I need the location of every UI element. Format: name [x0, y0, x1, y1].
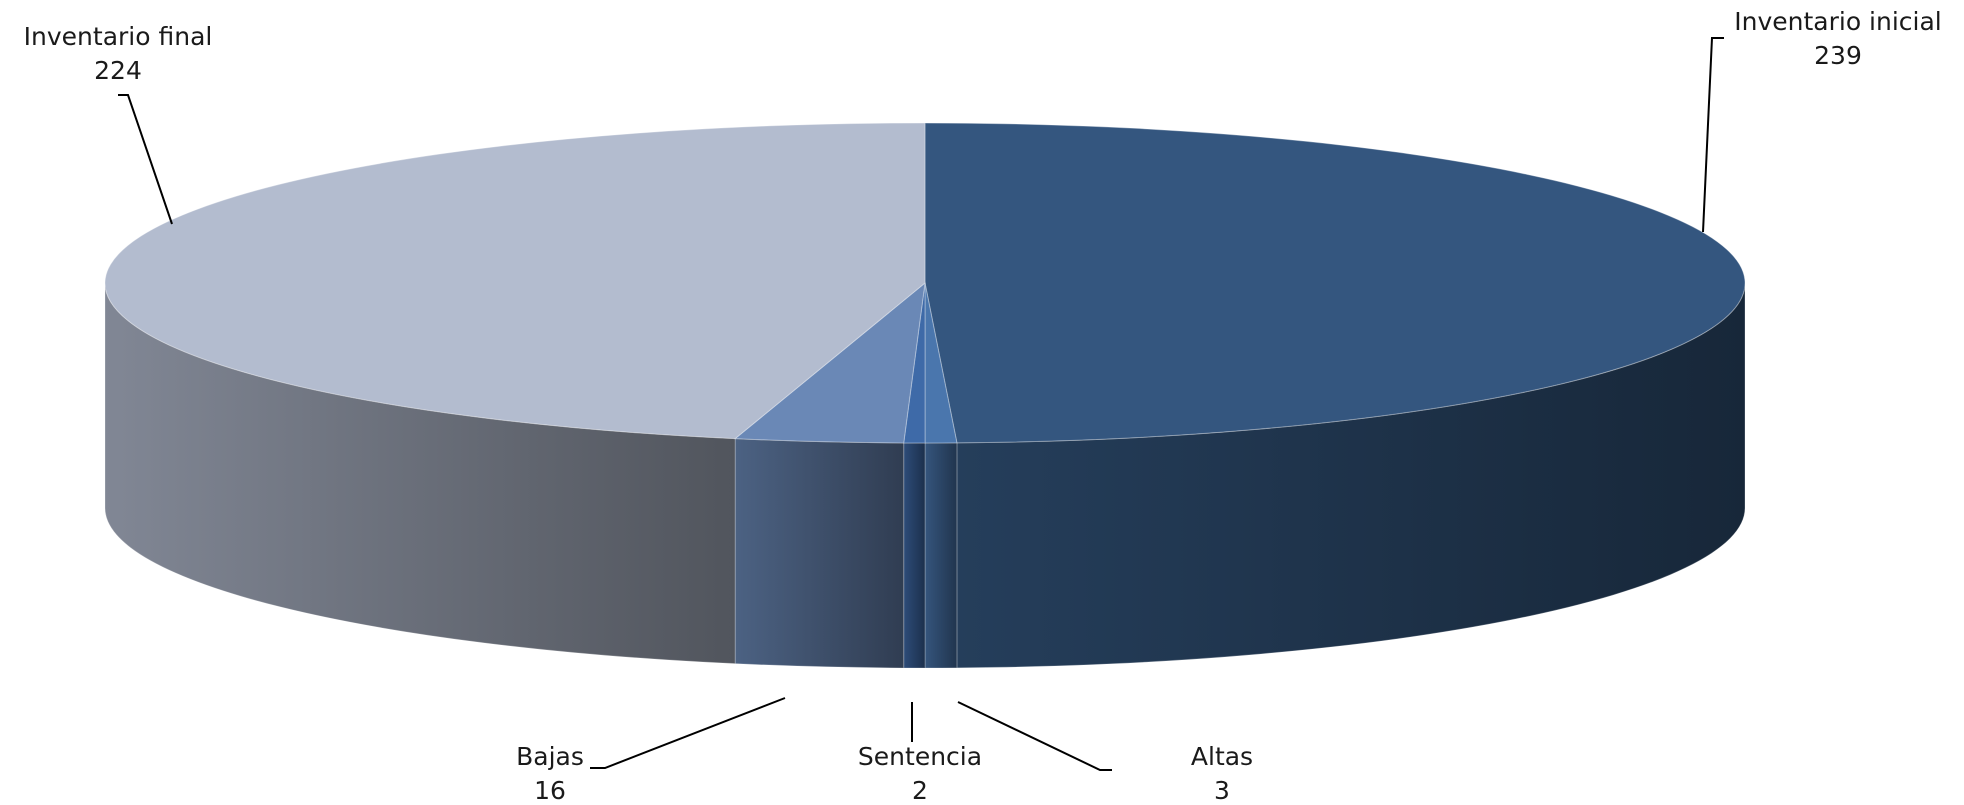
slice-bajas	[733, 281, 926, 444]
pie-tops	[104, 122, 1746, 444]
leader-line	[590, 697, 786, 769]
data-label-name: Inventario inicial	[1734, 7, 1942, 36]
data-label-name: Bajas	[516, 742, 584, 771]
data-label-name: Altas	[1191, 742, 1253, 771]
data-label-name: Sentencia	[858, 742, 982, 771]
data-labels: Inventario inicial 239 Altas 3 Sentencia 2 Baj…	[24, 7, 1942, 805]
data-label-value: 2	[912, 776, 928, 805]
leader-line	[1702, 37, 1724, 233]
leader-line	[957, 701, 1112, 771]
pie-sides	[104, 282, 1746, 669]
leader-lines	[118, 37, 1724, 771]
slice-side	[903, 442, 926, 669]
slice-inventario-inicial	[924, 122, 1746, 444]
data-label-value: 16	[534, 776, 566, 805]
slice-side	[734, 438, 905, 669]
slice-sentencia	[903, 282, 926, 444]
slice-inventario-final	[104, 122, 926, 440]
data-label-value: 3	[1214, 776, 1230, 805]
data-label-value: 224	[94, 56, 142, 85]
slice-altas	[924, 282, 958, 444]
data-label-name: Inventario final	[24, 22, 213, 51]
slice-side	[924, 442, 958, 669]
leader-line	[118, 94, 173, 225]
data-label-value: 239	[1814, 41, 1862, 70]
